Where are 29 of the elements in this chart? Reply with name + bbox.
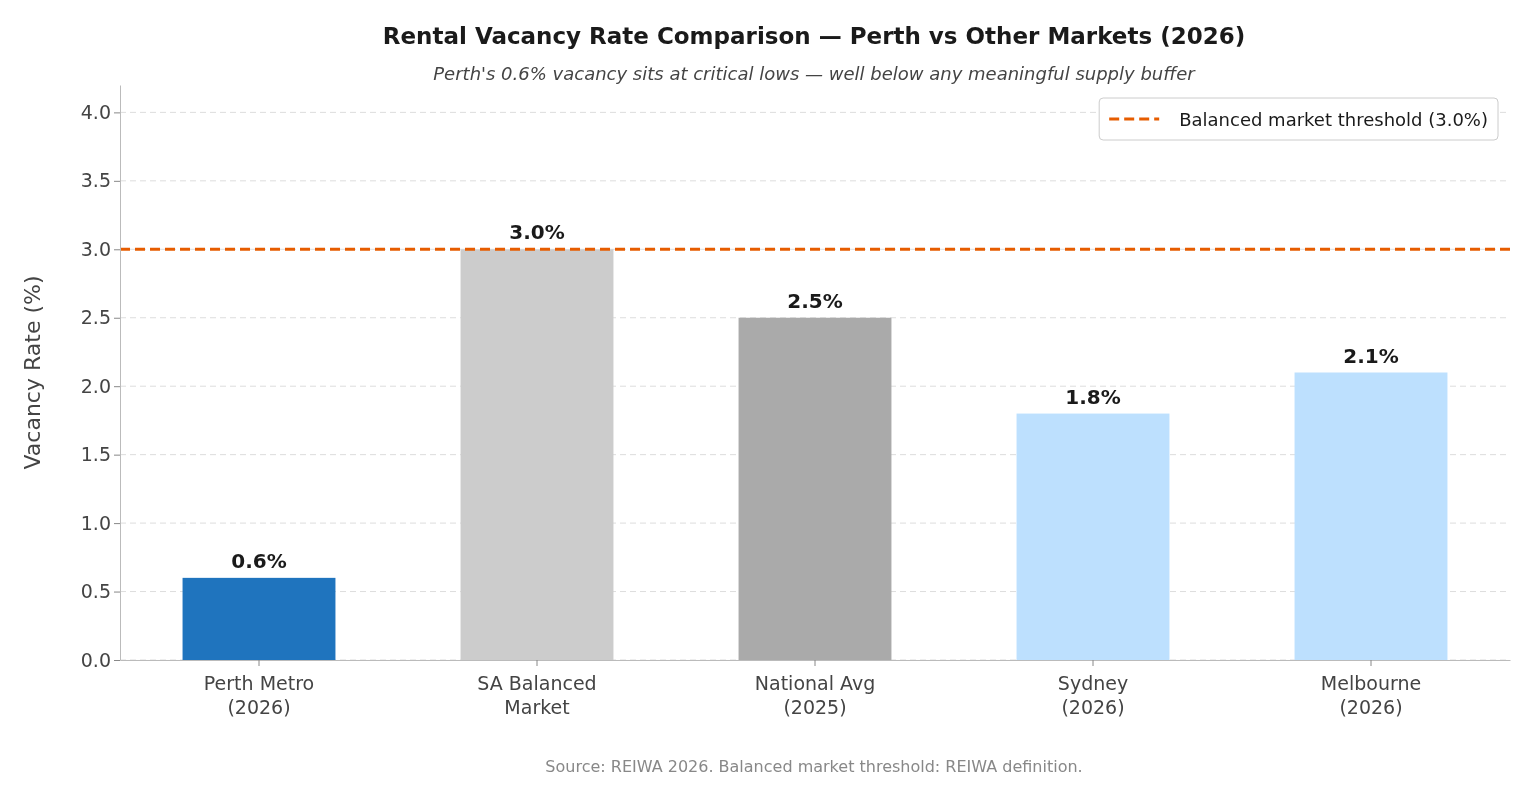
x-tick-label: Perth Metro (2026): [203, 672, 315, 718]
y-tick-label: 1.5: [80, 443, 111, 466]
x-tick-label: SA Balanced Market: [477, 672, 597, 718]
legend-label: Balanced market threshold (3.0%): [1179, 109, 1488, 130]
bar: [738, 317, 892, 660]
y-tick-label: 0.0: [80, 648, 111, 671]
data-label: 2.1%: [1343, 343, 1399, 368]
y-tick-label: 1.0: [80, 511, 111, 534]
bar: [460, 249, 614, 660]
chart-subtitle: Perth's 0.6% vacancy sits at critical lows — well below any meaningful supply buffer: [433, 63, 1197, 84]
y-tick-label: 0.5: [80, 580, 111, 603]
data-label: 2.5%: [787, 288, 843, 313]
chart-title: Rental Vacancy Rate Comparison — Perth vs Other Markets (2026): [382, 23, 1246, 49]
x-tick-label: Sydney (2026): [1057, 672, 1129, 718]
x-tick-label: National Avg (2025): [754, 672, 876, 718]
y-tick-label: 4.0: [80, 100, 111, 123]
y-axis-title: Vacancy Rate (%): [20, 275, 45, 470]
data-label: 0.6%: [231, 548, 287, 573]
data-label: 1.8%: [1065, 384, 1121, 409]
y-tick-label: 2.5: [80, 306, 111, 329]
y-tick-label: 3.0: [80, 237, 111, 260]
bar: [1016, 413, 1170, 660]
bar: [182, 577, 336, 660]
bar: [1294, 372, 1448, 660]
y-tick-label: 2.0: [80, 374, 111, 397]
y-tick-label: 3.5: [80, 169, 111, 192]
source-note: Source: REIWA 2026. Balanced market threshold: REIWA definition.: [545, 757, 1083, 776]
x-tick-label: Melbourne (2026): [1320, 672, 1422, 718]
data-label: 3.0%: [509, 220, 565, 245]
